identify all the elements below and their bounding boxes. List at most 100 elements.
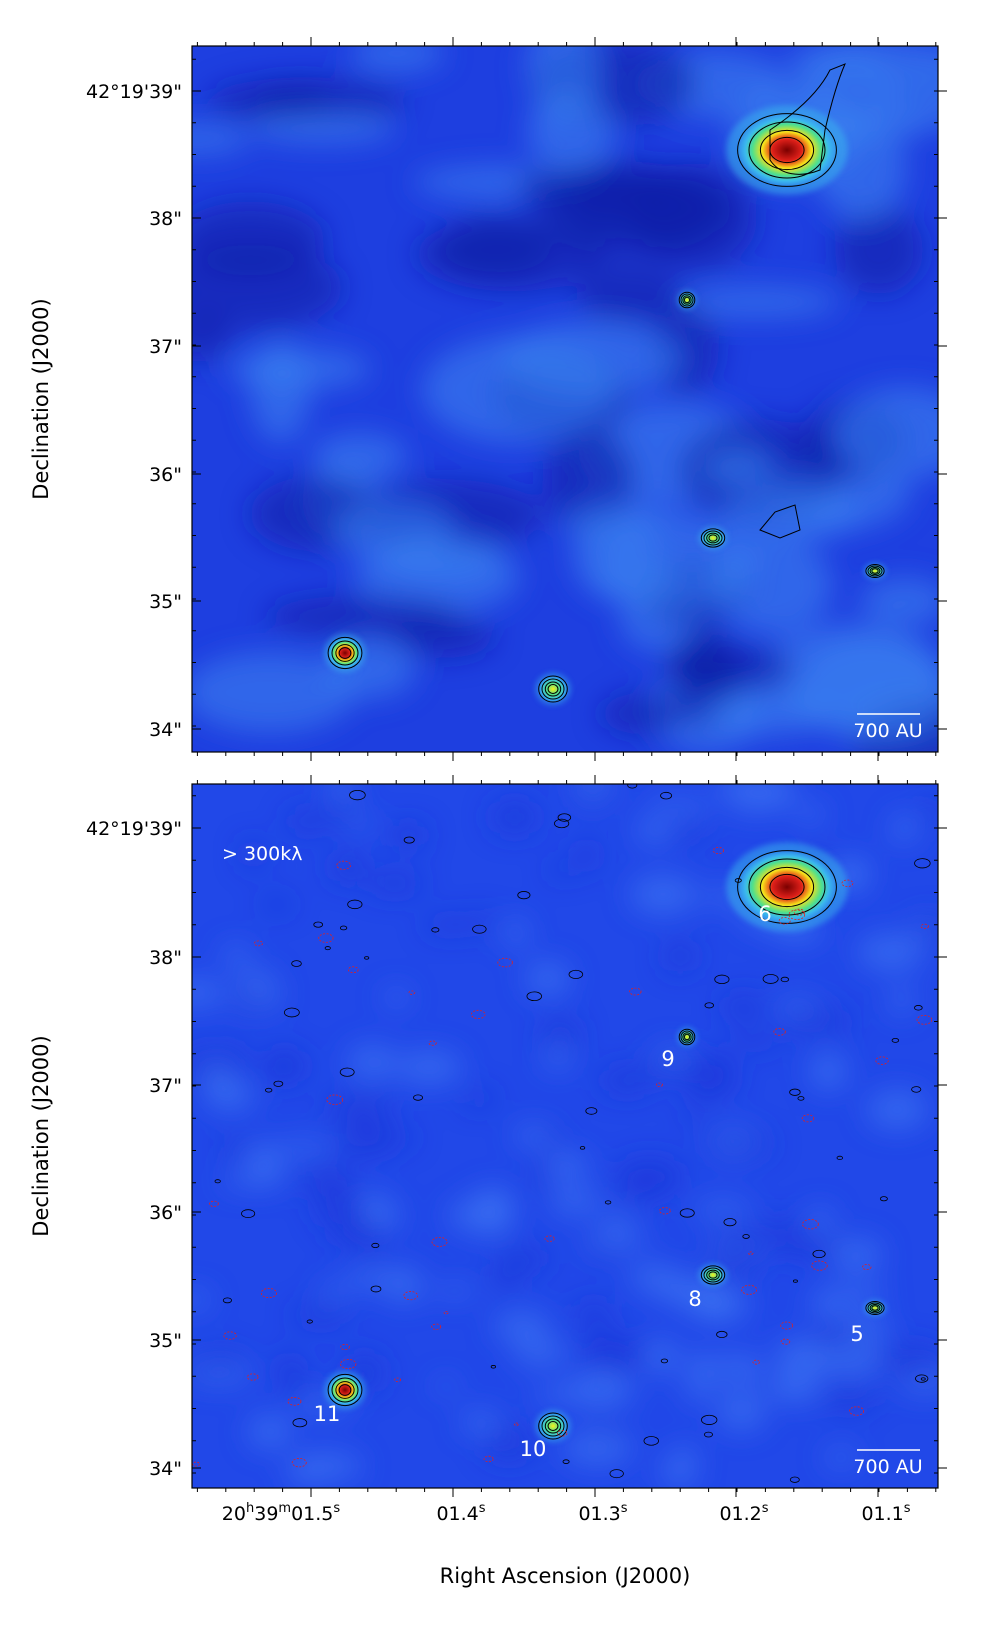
noise-contour [568,969,584,979]
noise-patch [645,1337,678,1375]
noise-patch [192,978,226,1007]
noise-patch [567,1371,634,1409]
contour [547,1421,559,1431]
y-axis-label: Declination (J2000) [29,1035,53,1236]
noise-patch [767,1371,821,1404]
contour [538,1412,568,1440]
noise-patch [202,1350,244,1373]
noise-contour [403,836,415,844]
noise-contour [604,1200,612,1205]
contour [544,681,562,697]
x-tick-label: 20h39m01.5s [222,1501,341,1525]
source [737,113,837,187]
x-tick-part: 01.3 [578,1503,620,1525]
noise-contour [734,878,742,883]
x-tick-part: 01.1 [861,1503,903,1525]
noise-contour [241,1209,256,1219]
y-tick-label: 37" [149,1075,182,1097]
contour [867,1302,883,1314]
contour [544,1418,562,1434]
noise-contour [349,789,366,801]
noise-patch [666,823,710,839]
noise-patch [350,1217,385,1256]
contour [748,121,826,179]
noise-patch [828,1237,883,1273]
noise-patch [325,1093,396,1123]
noise-contour [339,1067,355,1077]
noise-patch [281,1372,313,1395]
scale-bar-label: 700 AU [853,720,922,742]
noise-contour [920,1377,926,1381]
noise-contour [841,879,854,888]
noise-patch [674,285,840,318]
noise-contour [517,891,531,900]
noise-contour [741,1284,758,1295]
frame [191,783,939,1489]
noise-contour [260,1287,277,1299]
contour [680,293,694,307]
noise-contour [209,1200,219,1207]
noise-patch [346,1044,398,1080]
noise-contour [431,1236,448,1247]
noise-contour [716,1330,728,1339]
scale-bar-label: 700 AU [853,1456,922,1478]
noise-contour [490,1365,497,1369]
noise-patch [719,484,860,543]
y-tick-label: 35" [149,591,182,613]
x-tick-sup: s [333,1501,340,1516]
source-label: 5 [850,1322,863,1346]
noise-patch [301,1164,357,1201]
noise-patch [663,638,740,693]
noise-patch [192,651,356,733]
noise-contour [340,1344,350,1351]
noise [192,784,938,1488]
noise-patch [549,862,573,877]
noise-patch [547,1151,589,1182]
noise-patch [661,1454,697,1488]
noise-patch [291,1306,350,1326]
y-tick-label: 37" [149,336,182,358]
noise-patch [705,1135,775,1155]
noise-patch [366,873,425,894]
contour [678,291,696,309]
noise-contour [483,1455,494,1463]
noise-contour [788,909,806,920]
noise-contour [291,960,302,967]
noise-patch [643,1060,687,1076]
noise-patch [350,815,373,831]
x-tick-label: 01.3s [578,1501,627,1525]
noise-contour [247,1373,259,1381]
noise-patch [823,1448,858,1467]
contour [338,647,352,659]
noise-contour [394,1377,402,1383]
noise-contour [793,908,805,916]
contour [871,1305,879,1311]
noise-patch [490,800,539,835]
noise-patch [755,1218,810,1254]
noise-patch [432,1284,478,1298]
noise-contour [364,956,370,960]
noise-patch [524,960,571,997]
noise-contour [544,1235,555,1242]
noise-contour [780,1338,791,1345]
noise-contour [627,784,638,789]
contour [737,113,837,187]
noise-patch [488,1265,524,1290]
noise-contour [655,1082,663,1088]
noise-patch [250,339,311,443]
noise-patch [261,898,293,912]
noise-contour [292,1418,308,1428]
noise-contour [780,1321,794,1330]
noise-contour [557,1430,568,1437]
noise-patch [892,814,917,834]
noise-contour [370,1285,382,1293]
noise-patch [568,788,617,801]
contour [769,873,805,901]
noise-contour [326,1094,344,1105]
noise-patch [316,1195,366,1229]
contour [547,684,559,694]
noise-contour [792,1279,798,1283]
x-tick-sup: m [278,1501,291,1516]
noise-patch [538,161,725,258]
noise-contour [714,974,730,985]
